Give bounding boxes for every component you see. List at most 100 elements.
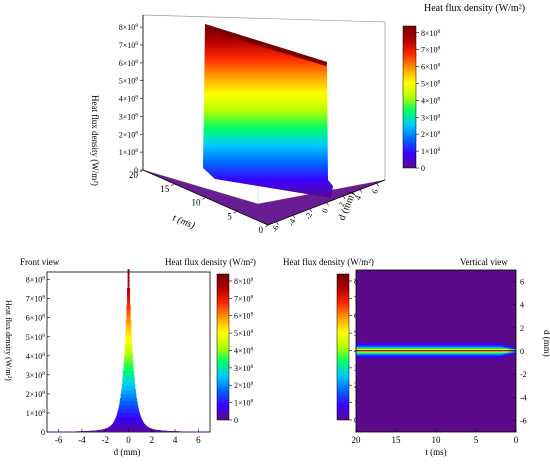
vertical-cell	[456, 345, 459, 347]
vertical-cell	[388, 351, 391, 353]
colorbar-tick-label-exp: 8	[438, 29, 441, 35]
vertical-cell	[400, 341, 403, 344]
vertical-cell	[492, 345, 495, 347]
surface-sheet	[203, 24, 333, 198]
vertical-cell	[450, 356, 453, 359]
front-curve-slice	[128, 294, 131, 299]
vertical-cell	[400, 345, 403, 347]
vertical-x-tick-label: 15	[392, 435, 402, 445]
vertical-cell	[442, 352, 445, 354]
vertical-cell	[504, 345, 507, 347]
vertical-cell	[394, 341, 397, 344]
vertical-cell	[428, 352, 431, 354]
vertical-cell	[392, 352, 395, 354]
vertical-cell	[362, 341, 365, 344]
vertical-cell	[426, 345, 429, 347]
vertical-cell	[438, 348, 441, 351]
vertical-cell	[440, 346, 443, 348]
vertical-cell	[456, 346, 459, 348]
front-x-tick-label: -6	[55, 435, 63, 445]
vertical-cell	[380, 353, 383, 355]
vertical-cell	[420, 348, 423, 351]
vertical-cell	[408, 355, 411, 358]
vertical-cell	[380, 352, 383, 354]
vertical-cell	[460, 348, 463, 351]
vertical-cell	[494, 346, 497, 348]
vertical-cell	[424, 348, 427, 351]
d-tick	[342, 195, 346, 200]
vertical-cell	[380, 348, 383, 351]
vertical-cell	[368, 355, 371, 358]
vertical-cell	[422, 352, 425, 354]
vertical-cell	[430, 354, 433, 356]
vertical-cell	[362, 354, 365, 356]
vertical-cell	[424, 351, 427, 353]
vertical-cell	[438, 352, 441, 354]
vertical-cell	[360, 355, 363, 358]
d-tick-label: 2	[337, 201, 347, 208]
front-curve-slice	[129, 321, 132, 326]
vertical-cell	[360, 351, 363, 353]
vertical-cell	[396, 352, 399, 354]
colorbar-tick-label-exp: 8	[438, 79, 441, 85]
vertical-cell	[450, 352, 453, 354]
vertical-cell	[394, 348, 397, 351]
vertical-cell	[436, 347, 439, 349]
vertical-cell	[414, 345, 417, 347]
vertical-cell	[406, 351, 409, 353]
vertical-cell	[424, 352, 427, 354]
vertical-cell	[454, 348, 457, 351]
vertical-cell	[504, 353, 507, 355]
vertical-cell	[408, 341, 411, 344]
vertical-cell	[442, 354, 445, 356]
vertical-cell	[486, 351, 489, 353]
vertical-cell	[420, 341, 423, 344]
vertical-cell	[464, 356, 467, 359]
t-tick-label: 5	[227, 211, 232, 221]
vertical-cell	[468, 346, 471, 348]
vertical-cell	[426, 355, 429, 358]
surface-t-axis-label: t (ms)	[171, 213, 197, 232]
front-y-tick-label-exp: 8	[42, 409, 45, 415]
vertical-cell	[440, 345, 443, 347]
vertical-cell	[496, 355, 499, 358]
vertical-cell	[416, 357, 419, 360]
vertical-cell	[466, 354, 469, 356]
vertical-cell	[438, 353, 441, 355]
vertical-cell	[396, 349, 399, 352]
vertical-cell	[446, 353, 449, 355]
vertical-cell	[388, 355, 391, 358]
vertical-cell	[430, 346, 433, 348]
vertical-cell	[432, 346, 435, 348]
vertical-cell	[434, 357, 437, 360]
vertical-cell	[416, 341, 419, 344]
vertical-cell	[378, 353, 381, 355]
vertical-cell	[480, 349, 483, 352]
vertical-cell	[396, 345, 399, 347]
vertical-cell	[404, 351, 407, 353]
vertical-cell	[480, 353, 483, 355]
vertical-cell	[364, 341, 367, 344]
vertical-cell	[454, 342, 457, 345]
vertical-cell	[424, 347, 427, 349]
vertical-y-tick-label: -2	[520, 370, 527, 379]
vertical-cell	[416, 356, 419, 359]
vertical-cell	[362, 355, 365, 358]
front-curve-slice	[128, 317, 131, 322]
vertical-cell	[496, 356, 499, 359]
vertical-cell	[384, 353, 387, 355]
vertical-cell	[366, 355, 369, 358]
vertical-cell	[458, 346, 461, 348]
vertical-cell	[480, 348, 483, 351]
vertical-cell	[466, 349, 469, 352]
vertical-cell	[358, 356, 361, 359]
front-y-tick-label: 8×108	[26, 276, 46, 285]
vertical-cell	[428, 356, 431, 359]
vertical-cell	[420, 346, 423, 348]
vertical-cell	[506, 347, 509, 349]
colorbar-tick-label: 0	[421, 164, 425, 173]
surface-t-ticks: 0 5 10 15 20	[129, 169, 269, 235]
vertical-cell	[434, 349, 437, 352]
vertical-cell	[434, 356, 437, 359]
front-curve-slice	[127, 272, 130, 276]
